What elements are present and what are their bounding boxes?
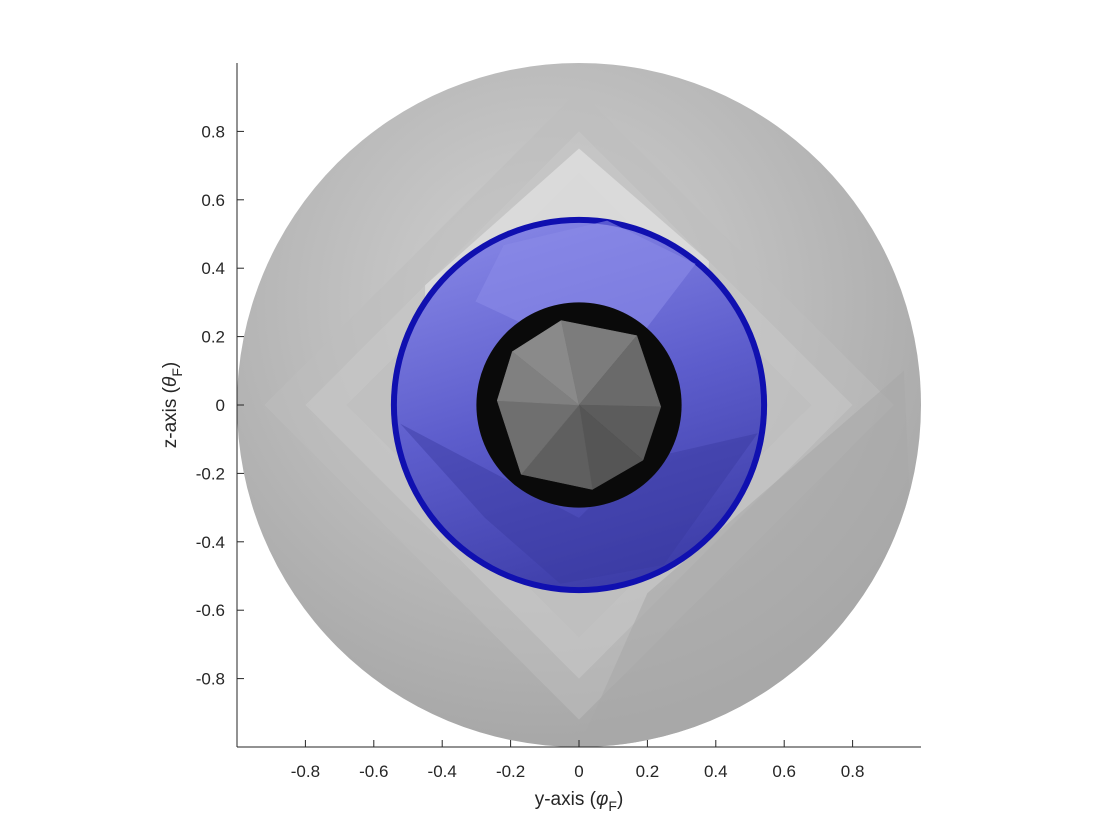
y-tick-label: -0.6 xyxy=(196,601,225,620)
x-axis-label: y-axis (φF) xyxy=(535,789,624,814)
y-tick-label: 0.6 xyxy=(201,191,225,210)
x-tick-label: -0.2 xyxy=(496,762,525,781)
y-tick-label: 0.4 xyxy=(201,259,225,278)
y-tick-label: 0 xyxy=(216,396,225,415)
x-tick-label: 0 xyxy=(574,762,583,781)
x-tick-label: -0.6 xyxy=(359,762,388,781)
y-axis-label: z-axis (θF) xyxy=(160,362,185,448)
x-tick-label: -0.8 xyxy=(291,762,320,781)
axes: -0.8 -0.6 -0.4 -0.2 0 0.2 0.4 0.6 0.8 0.8 0.6 0.4 0.… xyxy=(160,63,921,814)
x-tick-label: 0.2 xyxy=(636,762,660,781)
plot-area xyxy=(237,63,921,747)
x-tick-label: 0.6 xyxy=(772,762,796,781)
y-tick-label: -0.8 xyxy=(196,670,225,689)
x-tick-label: -0.4 xyxy=(428,762,457,781)
y-tick-label: -0.4 xyxy=(196,533,225,552)
y-tick-label: 0.8 xyxy=(201,122,225,141)
x-tick-label: 0.8 xyxy=(841,762,865,781)
y-tick-label: 0.2 xyxy=(201,328,225,347)
x-tick-label: 0.4 xyxy=(704,762,728,781)
y-tick-label: -0.2 xyxy=(196,464,225,483)
inner-polyhedron xyxy=(496,320,662,490)
